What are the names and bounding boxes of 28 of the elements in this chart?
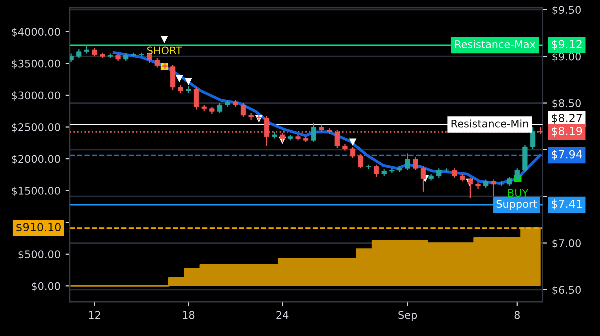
y-tick-label: $7.00 [552, 239, 581, 249]
ref-line-label: $910.10 [16, 222, 61, 234]
ref-line-label: $8.19 [552, 126, 582, 137]
x-tick-label: 24 [276, 311, 289, 320]
ref-line-label: $9.12 [552, 40, 582, 50]
y-tick-label: $9.50 [552, 6, 581, 16]
y2-tick-label: $2500.00 [12, 123, 60, 133]
y2-tick-label: $3500.00 [12, 60, 60, 70]
y-tick-label: $8.50 [552, 99, 581, 109]
y2-tick-label: $1500.00 [12, 186, 60, 196]
y2-tick-label: $0.00 [32, 282, 60, 292]
y-tick-label: $6.50 [552, 286, 581, 296]
ref-line-label: $7.41 [552, 200, 582, 210]
x-tick-label: 12 [89, 311, 100, 320]
y2-tick-label: $2000.00 [12, 155, 60, 165]
ref-line-label: $8.27 [552, 114, 582, 124]
ref-line-label: $7.94 [552, 150, 582, 160]
y2-tick-label: $4000.00 [12, 28, 60, 38]
annotation: Resistance-Max [456, 40, 536, 48]
annotation: BUY [508, 189, 529, 198]
annotation: Resistance-Min [452, 120, 528, 128]
x-tick-label: 8 [514, 311, 520, 320]
y2-tick-label: $3000.00 [12, 92, 60, 101]
annotation: Support [496, 200, 538, 210]
y2-tick-label: $500.00 [18, 250, 60, 260]
x-tick-label: 18 [183, 311, 195, 320]
x-tick-label: Sep [398, 311, 418, 322]
annotation: SHORT [148, 46, 182, 55]
